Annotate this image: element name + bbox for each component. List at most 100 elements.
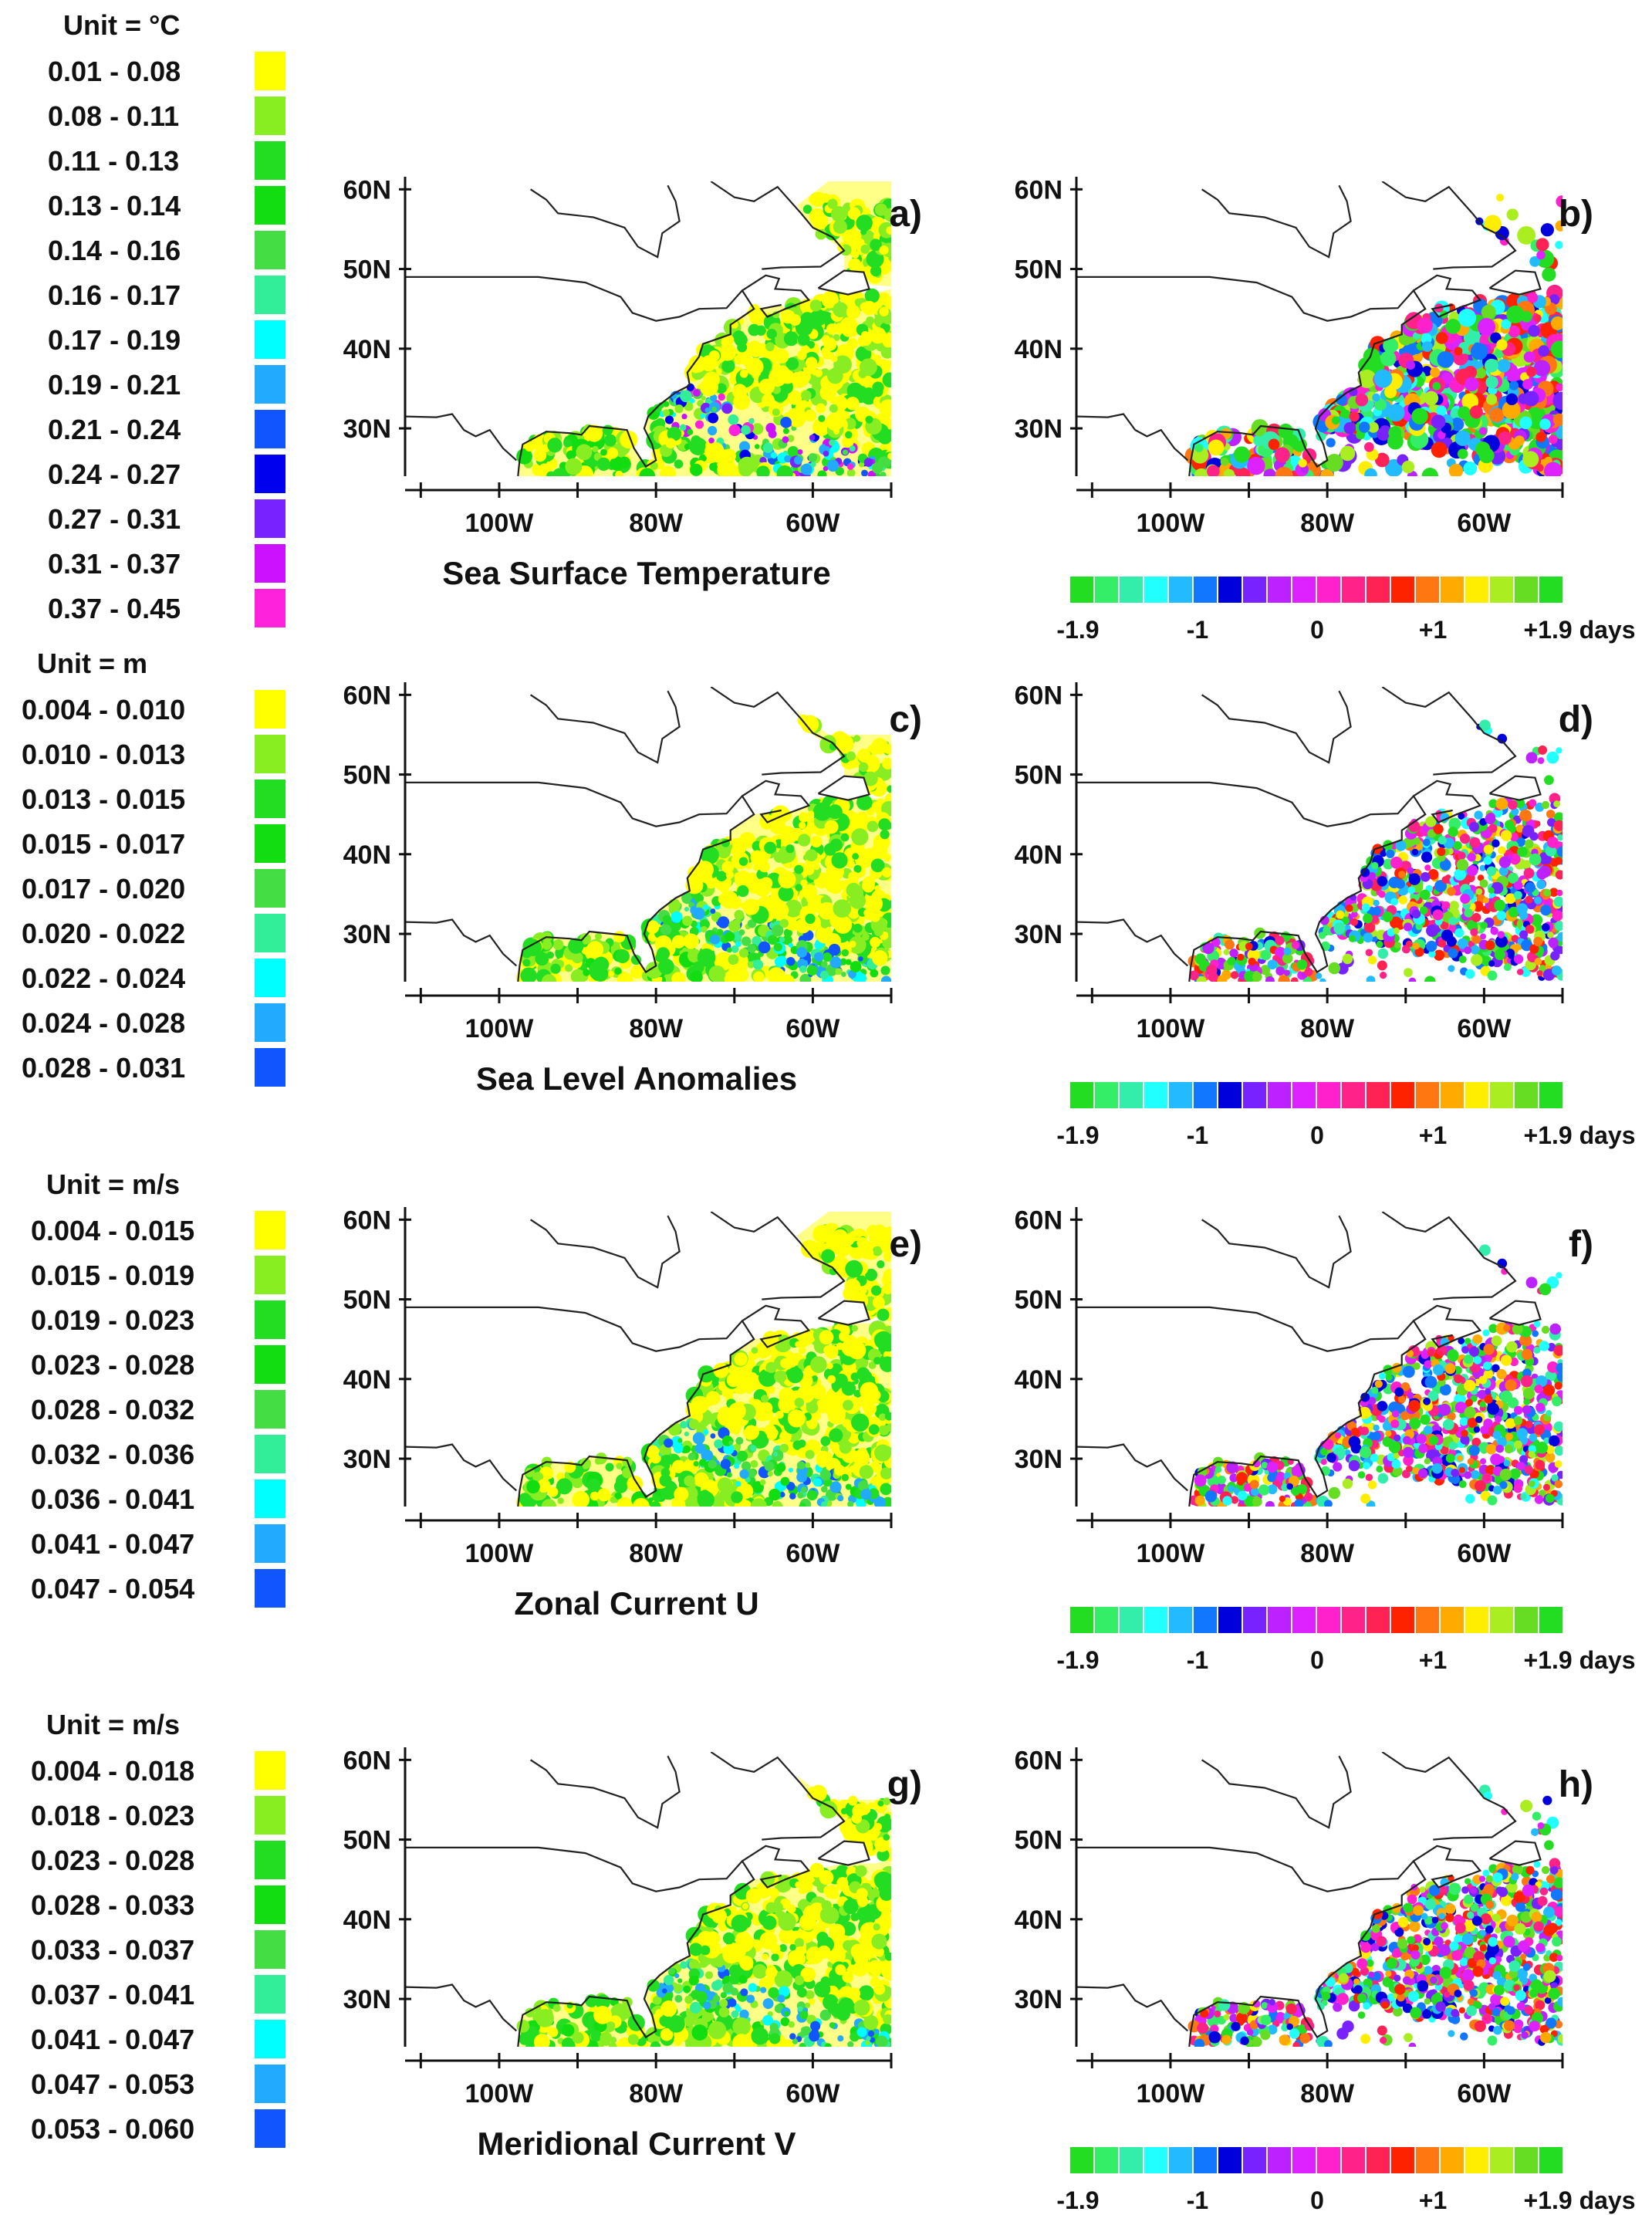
legend-range: 0.24 - 0.27 (48, 458, 181, 490)
colorbar-swatch (1194, 1082, 1217, 1108)
legend-range: 0.21 - 0.24 (48, 414, 181, 445)
x-tick-label: 100W (465, 1539, 535, 1568)
colorbar-swatch (1465, 2147, 1488, 2173)
colorbar-swatch (1342, 577, 1365, 603)
colorbar-swatch (1120, 577, 1143, 603)
legend-swatch (255, 1048, 285, 1087)
colorbar-swatch (1391, 2147, 1414, 2173)
y-tick-label: 30N (343, 1985, 391, 2014)
y-tick-label: 30N (343, 920, 391, 949)
colorbar-swatch (1243, 2147, 1266, 2173)
colorbar-swatch (1120, 2147, 1143, 2173)
legend-range: 0.028 - 0.032 (31, 1394, 194, 1425)
colorbar-swatch (1367, 1082, 1390, 1108)
y-tick-label: 60N (1015, 681, 1062, 710)
legend-range: 0.053 - 0.060 (31, 2113, 194, 2145)
x-tick-label: 80W (629, 2079, 684, 2108)
legend-unit: Unit = m/s (46, 1168, 180, 1200)
colorbar-swatch (1243, 577, 1266, 603)
colorbar-swatch (1490, 1082, 1513, 1108)
y-tick-label: 50N (343, 761, 391, 790)
legend-range: 0.028 - 0.031 (22, 1052, 185, 1084)
legend-range: 0.023 - 0.028 (31, 1349, 194, 1381)
colorbar-swatch (1120, 1082, 1143, 1108)
legend-range: 0.022 - 0.024 (22, 962, 185, 994)
legend-swatch (255, 1975, 285, 2014)
y-tick-label: 30N (343, 414, 391, 444)
colorbar-swatch (1243, 1082, 1266, 1108)
x-tick-label: 100W (1137, 1539, 1206, 1568)
colorbar-swatch (1539, 1607, 1562, 1633)
y-tick-label: 40N (343, 335, 391, 364)
y-tick-label: 30N (1015, 414, 1062, 444)
lag-dots (1184, 194, 1562, 476)
legend-swatch (255, 1796, 285, 1835)
legend-range: 0.010 - 0.013 (22, 739, 185, 770)
colorbar-swatch (1515, 577, 1538, 603)
colorbar-swatch (1367, 577, 1390, 603)
legend-swatch (255, 499, 285, 538)
colorbar-label: +1.9 days (1524, 1646, 1636, 1674)
colorbar-label: -1.9 (1056, 616, 1099, 644)
panel-label: a) (889, 194, 922, 235)
map-panel-c: 30N 40N 50N 60N 100W 80W 60W c) (343, 681, 922, 1043)
y-tick-label: 50N (343, 1286, 391, 1315)
legend-swatch (255, 410, 285, 448)
y-tick-label: 40N (1015, 1906, 1062, 1935)
colorbar-swatch (1465, 1082, 1488, 1108)
colorbar-swatch (1144, 2147, 1167, 2173)
legend-swatch (255, 824, 285, 863)
colorbar-swatch (1268, 2147, 1291, 2173)
x-tick-label: 80W (1300, 2079, 1355, 2108)
colorbar-label: 0 (1310, 1646, 1324, 1674)
legend-swatch (255, 2109, 285, 2148)
legend-swatch (255, 869, 285, 908)
colorbar-label: +1 (1419, 2186, 1447, 2214)
legend-swatch (255, 365, 285, 404)
legend-range: 0.036 - 0.041 (31, 1483, 194, 1515)
legend-range: 0.047 - 0.053 (31, 2068, 194, 2100)
colorbar-swatch (1070, 1082, 1093, 1108)
legend-swatch (255, 544, 285, 583)
y-tick-label: 60N (1015, 1206, 1062, 1235)
legend-range: 0.020 - 0.022 (22, 918, 185, 949)
legend-swatch (255, 1345, 285, 1384)
colorbar-swatch (1144, 1082, 1167, 1108)
legend-swatch (255, 1300, 285, 1339)
colorbar-label: +1 (1419, 616, 1447, 644)
panel-label: h) (1559, 1764, 1593, 1805)
y-tick-label: 60N (343, 1746, 391, 1775)
y-tick-label: 40N (343, 1906, 391, 1935)
x-tick-label: 60W (785, 2079, 840, 2108)
coastline (405, 687, 870, 982)
map-panel-g: 30N 40N 50N 60N 100W 80W 60W g) (343, 1746, 922, 2108)
panel-title: Meridional Current V (477, 2125, 796, 2162)
y-tick-label: 60N (343, 681, 391, 710)
colorbar-label: -1.9 (1056, 1121, 1099, 1149)
field-cells (516, 714, 891, 982)
legend-6: Unit = m/s 0.004 - 0.018 0.018 - 0.023 0.02… (31, 1709, 285, 2148)
colorbar-swatch (1268, 1082, 1291, 1108)
colorbar-swatch (1465, 577, 1488, 603)
colorbar-label: +1 (1419, 1646, 1447, 1674)
legend-range: 0.08 - 0.11 (48, 100, 179, 132)
y-tick-label: 50N (343, 255, 391, 285)
x-tick-label: 60W (785, 1014, 840, 1043)
colorbar-swatch (1490, 1607, 1513, 1633)
legend-swatch (255, 1524, 285, 1563)
legend-range: 0.017 - 0.020 (22, 873, 185, 905)
colorbar-3: -1.9 -1 0 +1 +1.9 days (1056, 1082, 1636, 1149)
y-tick-label: 50N (1015, 1826, 1062, 1855)
colorbar-label: -1 (1187, 616, 1208, 644)
colorbar-swatch (1144, 577, 1167, 603)
colorbar-swatch (1218, 1082, 1242, 1108)
colorbar-swatch (1342, 2147, 1365, 2173)
legend-range: 0.14 - 0.16 (48, 235, 181, 266)
x-tick-label: 100W (465, 1014, 535, 1043)
legend-range: 0.13 - 0.14 (48, 190, 181, 222)
legend-range: 0.16 - 0.17 (48, 279, 181, 311)
colorbar-swatch (1292, 1082, 1316, 1108)
colorbar-swatch (1416, 577, 1439, 603)
legend-range: 0.047 - 0.054 (31, 1573, 194, 1605)
